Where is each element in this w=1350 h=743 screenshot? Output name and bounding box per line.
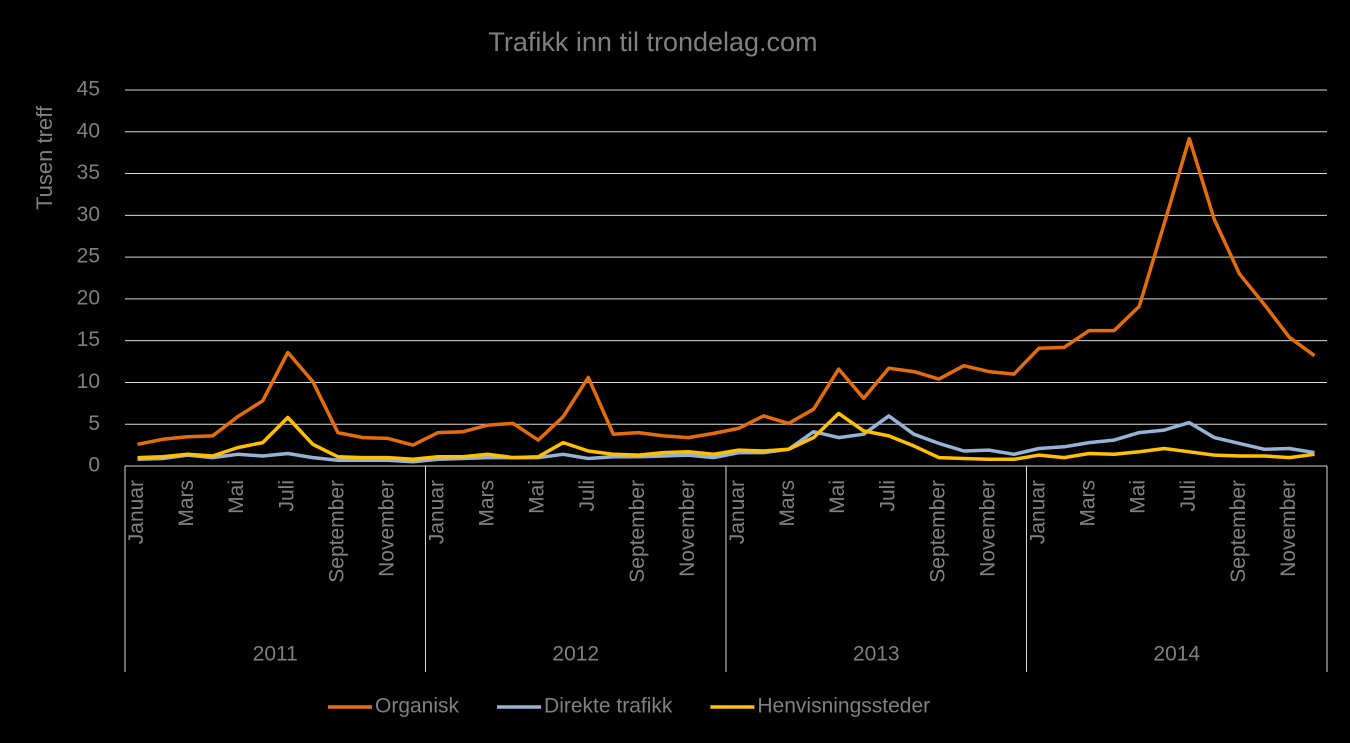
- y-tick-label: 45: [77, 78, 100, 101]
- x-tick-label: Januar: [726, 480, 749, 544]
- x-tick-label: Januar: [426, 480, 449, 544]
- legend-label: Direkte trafikk: [544, 695, 673, 718]
- x-tick-label: September: [926, 480, 949, 583]
- x-tick-label: September: [626, 480, 649, 583]
- x-tick-label: Mars: [476, 480, 499, 527]
- x-tick-label: Mai: [1127, 480, 1150, 514]
- x-tick-label: September: [1227, 480, 1250, 583]
- group-label: 2014: [1153, 643, 1200, 666]
- y-tick-label: 5: [88, 412, 100, 435]
- series-line: [137, 414, 1315, 464]
- x-tick-label: Mars: [175, 480, 198, 527]
- y-tick-label: 40: [77, 119, 100, 142]
- legend-label: Organisk: [375, 695, 460, 718]
- x-tick-label: Juli: [576, 480, 599, 512]
- x-tick-label: Mars: [776, 480, 799, 527]
- legend-label: Henvisningssteder: [757, 695, 930, 718]
- y-tick-label: 15: [77, 328, 100, 351]
- x-tick-label: Mai: [526, 480, 549, 514]
- group-label: 2012: [552, 643, 599, 666]
- x-tick-label: Januar: [125, 480, 148, 544]
- y-tick-label: 20: [77, 286, 100, 309]
- x-tick-label: November: [1277, 480, 1300, 577]
- x-tick-label: Januar: [1027, 480, 1050, 544]
- x-tick-label: Juli: [876, 480, 899, 512]
- group-label: 2011: [253, 643, 298, 666]
- y-tick-label: 25: [77, 245, 100, 268]
- x-tick-label: Juli: [275, 480, 298, 512]
- x-tick-label: September: [325, 480, 348, 583]
- x-tick-label: Juli: [1177, 480, 1200, 512]
- y-tick-label: 10: [77, 370, 100, 393]
- x-tick-label: Mai: [225, 480, 248, 514]
- y-axis-label: Tusen treff: [32, 105, 57, 210]
- chart-title: Trafikk inn til trondelag.com: [488, 27, 817, 57]
- x-tick-label: Mai: [826, 480, 849, 514]
- x-tick-label: Mars: [1077, 480, 1100, 527]
- series-line: [137, 411, 1315, 462]
- x-tick-label: November: [375, 480, 398, 577]
- group-label: 2013: [853, 643, 900, 666]
- y-tick-label: 35: [77, 161, 100, 184]
- x-tick-label: November: [676, 480, 699, 577]
- series-line: [137, 136, 1316, 447]
- x-tick-label: November: [976, 480, 999, 577]
- y-tick-label: 30: [77, 203, 100, 226]
- y-tick-label: 0: [88, 454, 100, 477]
